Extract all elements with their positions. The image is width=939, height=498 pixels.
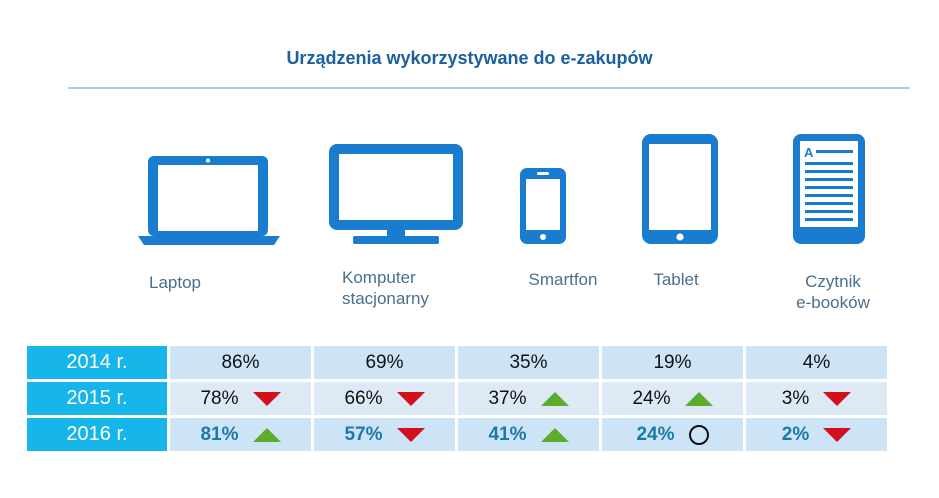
title-divider	[68, 87, 910, 89]
value-cell: 41%	[458, 418, 599, 451]
value-text: 3%	[781, 387, 810, 409]
value-text: 66%	[344, 387, 383, 409]
value-cell: 35%	[458, 346, 599, 379]
device-label-line: Tablet	[653, 270, 699, 289]
value-cell: 81%	[170, 418, 311, 451]
year-cell: 2015 r.	[27, 382, 167, 415]
trend-up-icon	[252, 427, 281, 442]
value-text: 81%	[200, 423, 239, 445]
device-label-line: Czytnik	[805, 272, 861, 291]
chart-title: Urządzenia wykorzystywane do e-zakupów	[286, 48, 653, 68]
value-text: 2%	[781, 423, 810, 445]
value-cell: 78%	[170, 382, 311, 415]
value-cell: 24%	[602, 418, 743, 451]
svg-text:A: A	[804, 145, 814, 160]
trend-up-icon	[540, 391, 569, 406]
value-cell: 2%	[746, 418, 887, 451]
value-text: 69%	[365, 351, 404, 373]
table-row: 2014 r. 86% 69% 35% 19% 4%	[27, 346, 887, 379]
value-text: 35%	[509, 351, 548, 373]
value-cell: 4%	[746, 346, 887, 379]
value-text: 24%	[636, 423, 675, 445]
usage-table: 2014 r. 86% 69% 35% 19% 4% 2015 r. 78% 6…	[24, 343, 890, 454]
trend-down-icon	[396, 427, 425, 442]
trend-down-icon	[396, 391, 425, 406]
device-label-laptop: Laptop	[125, 272, 225, 293]
value-cell: 66%	[314, 382, 455, 415]
table-row: 2016 r. 81% 57% 41% 24% 2%	[27, 418, 887, 451]
value-text: 86%	[221, 351, 260, 373]
ebook-reader-icon: A	[793, 134, 865, 244]
trend-same-circle-icon	[688, 424, 709, 445]
device-label-line: e-booków	[796, 293, 870, 312]
trend-down-icon	[823, 391, 852, 406]
year-cell: 2014 r.	[27, 346, 167, 379]
tablet-icon	[642, 134, 718, 244]
device-label-ebook-reader: Czytnik e-booków	[778, 271, 888, 313]
value-cell: 57%	[314, 418, 455, 451]
trend-up-icon	[684, 391, 713, 406]
trend-down-icon	[823, 427, 852, 442]
value-text: 37%	[488, 387, 527, 409]
value-cell: 19%	[602, 346, 743, 379]
device-label-line: Smartfon	[528, 270, 598, 289]
year-cell: 2016 r.	[27, 418, 167, 451]
device-label-desktop: Komputer stacjonarny	[320, 267, 460, 309]
value-text: 24%	[632, 387, 671, 409]
value-cell: 86%	[170, 346, 311, 379]
device-label-line: stacjonarny	[342, 289, 429, 308]
table-row: 2015 r. 78% 66% 37% 24% 3%	[27, 382, 887, 415]
value-text: 41%	[488, 423, 527, 445]
value-cell: 3%	[746, 382, 887, 415]
value-text: 4%	[802, 351, 831, 373]
value-cell: 69%	[314, 346, 455, 379]
value-cell: 37%	[458, 382, 599, 415]
device-label-tablet: Tablet	[626, 269, 726, 290]
device-label-smartphone: Smartfon	[513, 269, 613, 290]
value-text: 78%	[200, 387, 239, 409]
device-label-line: Laptop	[149, 273, 201, 292]
trend-down-icon	[252, 391, 281, 406]
value-text: 57%	[344, 423, 383, 445]
value-cell: 24%	[602, 382, 743, 415]
desktop-monitor-icon	[329, 144, 463, 244]
device-label-line: Komputer	[342, 268, 416, 287]
value-text: 19%	[653, 351, 692, 373]
laptop-icon	[138, 156, 280, 245]
smartphone-icon	[520, 168, 566, 244]
trend-up-icon	[540, 427, 569, 442]
